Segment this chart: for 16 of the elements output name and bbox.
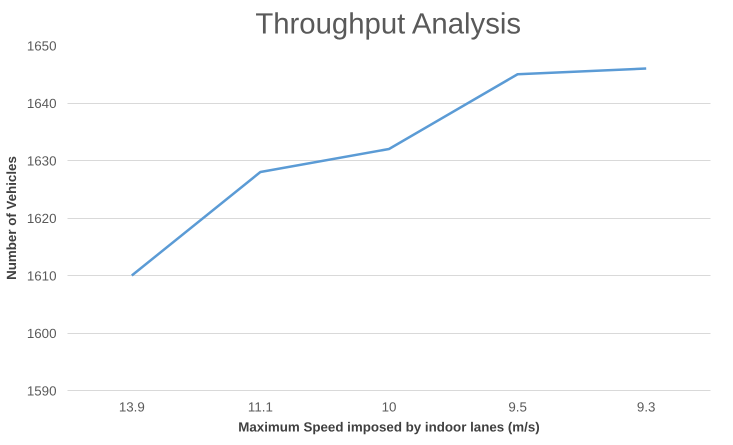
line-series bbox=[130, 67, 648, 277]
y-tick-label: 1600 bbox=[26, 326, 57, 341]
x-tick-label: 11.1 bbox=[248, 400, 273, 414]
y-tick-label: 1650 bbox=[26, 38, 57, 54]
chart-title: Throughput Analysis bbox=[255, 8, 522, 40]
x-tick-label: 10 bbox=[382, 400, 396, 414]
y-tick-label: 1640 bbox=[26, 96, 57, 111]
x-axis-title: Maximum Speed imposed by indoor lanes (m/s) bbox=[238, 420, 540, 434]
y-tick-label: 1620 bbox=[26, 211, 57, 226]
x-tick-label: 13.9 bbox=[118, 400, 145, 414]
y-tick-label: 1590 bbox=[26, 384, 57, 398]
x-tick-label: 9.5 bbox=[508, 400, 527, 414]
y-tick-label: 1610 bbox=[26, 268, 57, 284]
x-tick-label: 9.3 bbox=[636, 400, 656, 414]
y-axis-title: Number of Vehicles bbox=[4, 156, 19, 280]
y-tick-label: 1630 bbox=[26, 154, 57, 168]
